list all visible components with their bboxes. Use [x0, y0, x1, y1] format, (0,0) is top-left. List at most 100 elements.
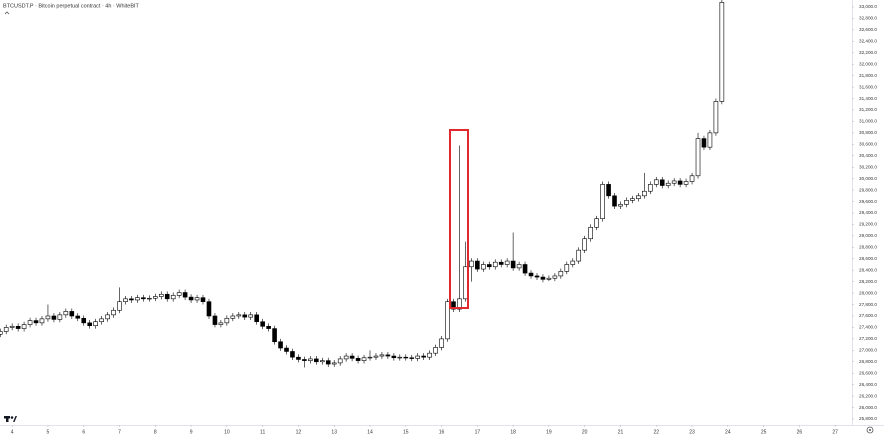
y-tick-label: 30,800.0 [859, 130, 877, 135]
candle-body [522, 264, 528, 274]
collapse-icon[interactable] [4, 11, 10, 15]
candle-body [0, 331, 3, 335]
candle-body [647, 184, 653, 192]
candle-body [45, 315, 51, 320]
candle-body [224, 317, 230, 324]
candle-body [141, 297, 146, 300]
candle-body [284, 347, 289, 352]
candle-body [188, 296, 194, 301]
y-tick-label: 28,600.0 [859, 256, 877, 261]
candle-body [719, 2, 725, 102]
candle-body [349, 355, 355, 359]
candle-body [87, 322, 93, 327]
x-tick-label: 27 [832, 429, 838, 435]
highlight-box [449, 129, 469, 309]
y-tick-label: 28,000.0 [859, 290, 877, 295]
candle-body [361, 357, 367, 361]
candle-body [373, 355, 379, 358]
candle-body [653, 179, 659, 185]
candle-body [379, 354, 385, 357]
settings-icon[interactable] [866, 426, 874, 434]
candle-body [21, 324, 27, 329]
candle-body [695, 138, 701, 177]
candle-body [528, 272, 534, 277]
candle-body [546, 277, 552, 280]
y-tick-label: 26,400.0 [859, 382, 877, 387]
candle-body [254, 314, 259, 323]
x-tick-label: 13 [331, 429, 337, 435]
y-tick-label: 29,000.0 [859, 233, 877, 238]
x-tick-label: 8 [154, 429, 157, 435]
y-tick-label: 26,200.0 [859, 393, 877, 398]
candles [0, 0, 725, 368]
candle-body [123, 298, 128, 302]
x-tick-label: 20 [582, 429, 588, 435]
candle-body [170, 295, 176, 300]
y-tick-label: 32,400.0 [859, 39, 877, 44]
y-tick-label: 27,000.0 [859, 348, 877, 353]
candle-body [665, 182, 671, 186]
candle-body [3, 327, 9, 332]
y-tick-label: 26,600.0 [859, 370, 877, 375]
y-tick-label: 33,000.0 [859, 4, 877, 9]
x-tick-label: 10 [224, 429, 230, 435]
candle-body [200, 297, 206, 302]
candle-body [463, 266, 468, 300]
candle-body [337, 358, 343, 364]
x-tick-label: 19 [546, 429, 552, 435]
chart-title: BTCUSDT.P · Bitcoin perpetual contract ·… [3, 3, 140, 9]
x-tick-label: 23 [689, 429, 695, 435]
x-tick-label: 6 [82, 429, 85, 435]
candle-body [618, 204, 623, 207]
x-tick-label: 16 [439, 429, 445, 435]
candle-body [147, 297, 152, 300]
candle-body [451, 301, 456, 310]
candle-body [266, 325, 271, 329]
candle-body [230, 315, 236, 319]
candle-body [397, 356, 403, 359]
logo [4, 416, 17, 422]
y-tick-label: 31,000.0 [859, 119, 877, 124]
candle-body [63, 311, 69, 316]
candle-body [707, 132, 713, 148]
candle-body [445, 301, 450, 340]
x-tick-label: 15 [403, 429, 409, 435]
y-tick-label: 30,000.0 [859, 176, 877, 181]
candle-body [624, 200, 629, 205]
candle-body [331, 362, 337, 365]
x-tick-label: 4 [11, 429, 14, 435]
candle-body [105, 314, 110, 320]
candle-body [152, 296, 158, 299]
x-tick-label: 7 [118, 429, 121, 435]
candle-body [290, 351, 295, 358]
y-tick-label: 28,200.0 [859, 279, 877, 284]
y-tick-label: 31,200.0 [859, 107, 877, 112]
y-tick-label: 28,800.0 [859, 245, 877, 250]
y-tick-label: 32,600.0 [859, 27, 877, 32]
candle-body [320, 360, 325, 363]
candle-body [391, 355, 397, 359]
y-tick-label: 30,200.0 [859, 164, 877, 169]
candle-body [117, 301, 122, 311]
candle-body [540, 276, 546, 280]
candle-body [421, 355, 426, 358]
y-tick-label: 25,800.0 [859, 416, 877, 421]
candle-body [439, 338, 444, 348]
candle-body [558, 271, 564, 277]
candle-body [594, 218, 599, 228]
candle-body [69, 311, 75, 317]
y-tick-label: 27,600.0 [859, 313, 877, 318]
candle-body [212, 315, 218, 325]
candle-body [367, 356, 373, 359]
candle-body [713, 101, 719, 134]
candle-body [314, 358, 319, 363]
candle-body [683, 181, 689, 185]
candle-body [57, 314, 63, 320]
candle-body [129, 298, 134, 301]
candle-body [158, 293, 164, 297]
candle-body [659, 179, 665, 186]
y-tick-label: 32,800.0 [859, 16, 877, 21]
